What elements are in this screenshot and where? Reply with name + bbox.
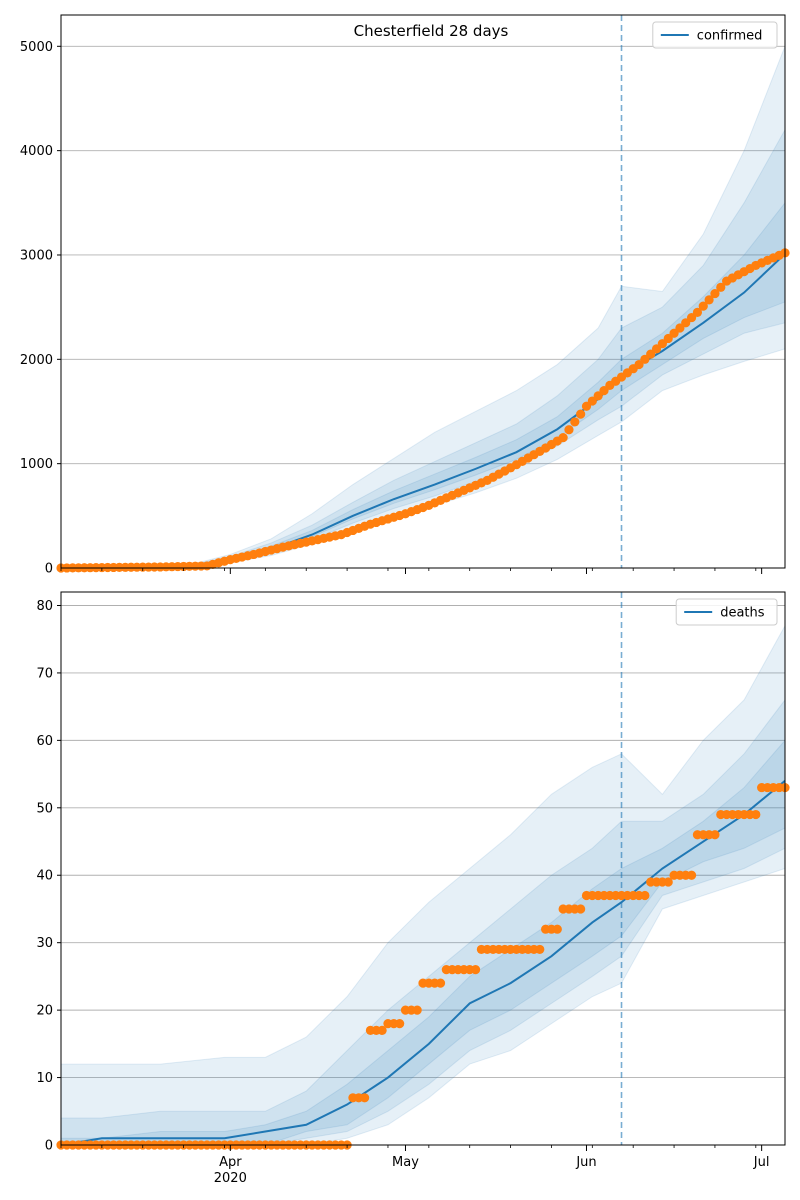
- observed-point: [692, 307, 703, 317]
- observed-point: [663, 877, 673, 887]
- observed-point: [558, 432, 568, 443]
- model-line: [60, 780, 786, 1146]
- observed-point: [698, 301, 708, 311]
- observed-point: [360, 1093, 370, 1103]
- observed-point: [710, 830, 720, 840]
- y-tick-label: 40: [36, 869, 53, 884]
- observed-point: [576, 409, 586, 419]
- axes-frame: [60, 591, 786, 1146]
- y-tick-label: 5000: [20, 40, 53, 55]
- observed-point: [710, 288, 720, 299]
- observed-point: [751, 809, 761, 820]
- y-tick-label: 3000: [20, 248, 53, 263]
- axes-frame: [60, 14, 786, 569]
- legend-box: [652, 21, 778, 49]
- y-tick-label: 60: [36, 734, 53, 749]
- observed-point: [552, 924, 562, 934]
- y-tick-label: 0: [45, 562, 53, 577]
- observed-point: [570, 417, 580, 427]
- x-tick-sublabel: 2020: [214, 1171, 247, 1186]
- y-tick-label: 1000: [20, 457, 53, 472]
- legend-label: deaths: [720, 606, 765, 621]
- observed-point: [412, 1005, 422, 1015]
- chart-title: Chesterfield 28 days: [354, 22, 509, 40]
- observed-point: [435, 978, 446, 988]
- y-tick-label: 50: [36, 801, 53, 816]
- observed-point: [640, 890, 650, 901]
- observed-point: [395, 1019, 405, 1029]
- observed-point: [576, 904, 586, 914]
- confirmed-panel: 0 1000 2000 3000 4000 5000 Chesterfield 28 day…: [20, 14, 790, 577]
- observed-point: [716, 282, 726, 292]
- x-tick-label: May: [392, 1155, 419, 1170]
- x-tick-label: Jun: [575, 1155, 596, 1170]
- y-tick-label: 30: [36, 936, 53, 951]
- observed-point: [704, 295, 714, 305]
- y-tick-label: 20: [36, 1004, 53, 1019]
- x-tick-label: Apr: [219, 1155, 242, 1170]
- observed-point: [377, 1025, 387, 1035]
- observed-point: [535, 944, 545, 955]
- legend-label: confirmed: [697, 29, 763, 44]
- x-tick-label: Jul: [753, 1155, 770, 1170]
- y-tick-label: 70: [36, 666, 53, 681]
- observed-point: [470, 965, 481, 975]
- legend-box: [675, 598, 778, 626]
- y-tick-label: 0: [45, 1139, 53, 1154]
- observed-point: [686, 870, 697, 880]
- observed-point: [564, 425, 574, 435]
- y-tick-label: 2000: [20, 353, 53, 368]
- y-tick-label: 4000: [20, 144, 53, 159]
- y-tick-label: 10: [36, 1071, 53, 1086]
- y-tick-label: 80: [36, 599, 53, 614]
